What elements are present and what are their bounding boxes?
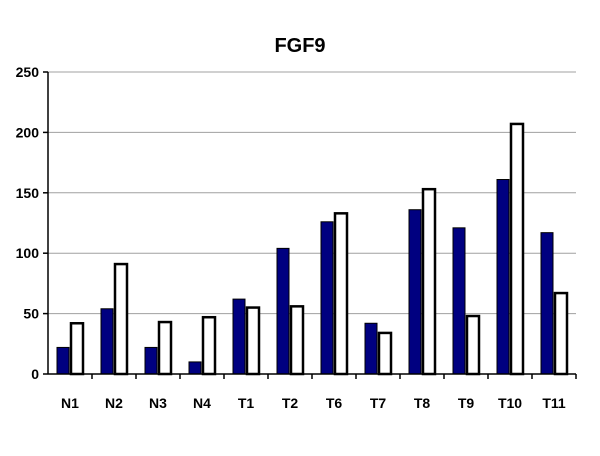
bar-t9-series-2 <box>465 314 481 376</box>
x-tick-label-t9: T9 <box>458 395 475 411</box>
x-tick-label-t2: T2 <box>282 395 299 411</box>
x-tick-label-n1: N1 <box>61 395 79 411</box>
x-tick-label-t11: T11 <box>542 395 566 411</box>
y-axis-tick-labels: 0 50 100 150 200 250 <box>16 64 48 382</box>
bar-t7-series-1 <box>364 322 378 375</box>
x-tick-label-t8: T8 <box>414 395 431 411</box>
bar-t8-series-2 <box>421 187 437 376</box>
bar-n3-series-1 <box>144 346 158 375</box>
bar-n1-series-2 <box>69 322 85 376</box>
bar-t11-series-1 <box>540 232 554 375</box>
x-tick-label-t10: T10 <box>498 395 522 411</box>
bar-n2-series-1 <box>100 308 114 375</box>
x-axis-tick-labels: N1 N2 N3 N4 T1 T2 T6 T7 T8 T9 T10 T11 <box>61 374 577 411</box>
bar-t10-series-2 <box>509 122 525 376</box>
bar-t2-series-1 <box>276 247 290 375</box>
y-tick-label: 50 <box>23 306 39 322</box>
bar-n4-series-1 <box>188 361 202 375</box>
bar-n4-series-2 <box>201 315 217 376</box>
bar-t9-series-1 <box>452 227 466 375</box>
x-tick-label-t6: T6 <box>326 395 343 411</box>
y-tick-label: 100 <box>16 245 40 261</box>
bar-n1-series-1 <box>56 346 70 375</box>
bar-t1-series-2 <box>245 306 261 376</box>
bar-t10-series-1 <box>496 179 510 375</box>
chart-title: FGF9 <box>274 35 325 57</box>
x-tick-label-n4: N4 <box>193 395 211 411</box>
bar-t7-series-2 <box>377 331 393 376</box>
y-tick-label: 200 <box>16 124 40 140</box>
y-tick-label: 250 <box>16 64 40 80</box>
bar-t6-series-1 <box>320 221 334 375</box>
bar-n2-series-2 <box>113 262 129 376</box>
x-tick-label-n3: N3 <box>149 395 167 411</box>
x-tick-label-t1: T1 <box>238 395 255 411</box>
bar-t6-series-2 <box>333 212 349 376</box>
bar-n3-series-2 <box>157 320 173 376</box>
x-tick-label-t7: T7 <box>370 395 387 411</box>
bar-t8-series-1 <box>408 209 422 375</box>
y-tick-label: 0 <box>31 366 39 382</box>
bars <box>56 122 569 376</box>
bar-t1-series-1 <box>232 298 246 375</box>
y-tick-label: 150 <box>16 185 40 201</box>
gridlines <box>48 71 576 315</box>
bar-t11-series-2 <box>553 291 569 376</box>
bar-t2-series-2 <box>289 305 305 376</box>
x-tick-label-n2: N2 <box>105 395 123 411</box>
